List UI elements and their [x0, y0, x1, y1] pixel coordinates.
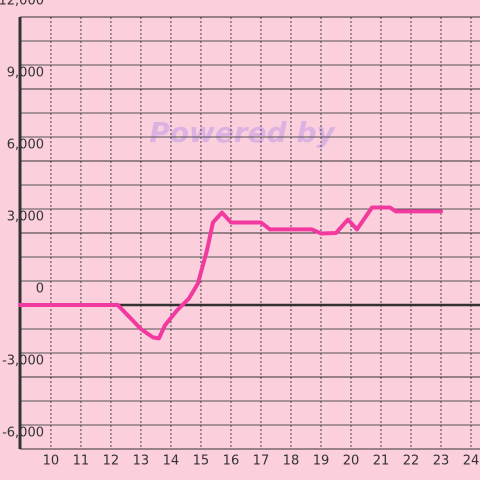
data-line — [18, 205, 443, 341]
x-tick-label: 18 — [283, 454, 300, 469]
y-tick-label: 0 — [36, 282, 44, 297]
watermark: Powered by — [149, 116, 336, 149]
x-tick-label: 20 — [343, 454, 360, 469]
y-tick-label: -3,000 — [2, 354, 44, 369]
y-tick-label: 12,000 — [0, 0, 44, 9]
x-tick-label: 14 — [163, 454, 180, 469]
x-tick-label: 12 — [103, 454, 120, 469]
x-tick-label: 24 — [463, 454, 480, 469]
y-tick-label: -6,000 — [2, 426, 44, 441]
x-tick-label: 21 — [373, 454, 390, 469]
y-tick-label: 9,000 — [7, 66, 44, 81]
x-tick-label: 13 — [133, 454, 150, 469]
x-tick-label: 17 — [253, 454, 270, 469]
x-tick-label: 15 — [193, 454, 210, 469]
x-tick-label: 19 — [313, 454, 330, 469]
x-tick-label: 16 — [223, 454, 240, 469]
y-tick-label: 6,000 — [7, 138, 44, 153]
x-tick-label: 22 — [403, 454, 420, 469]
x-tick-label: 10 — [43, 454, 60, 469]
x-tick-label: 11 — [73, 454, 90, 469]
x-tick-label: 23 — [433, 454, 450, 469]
y-tick-label: 3,000 — [7, 210, 44, 225]
